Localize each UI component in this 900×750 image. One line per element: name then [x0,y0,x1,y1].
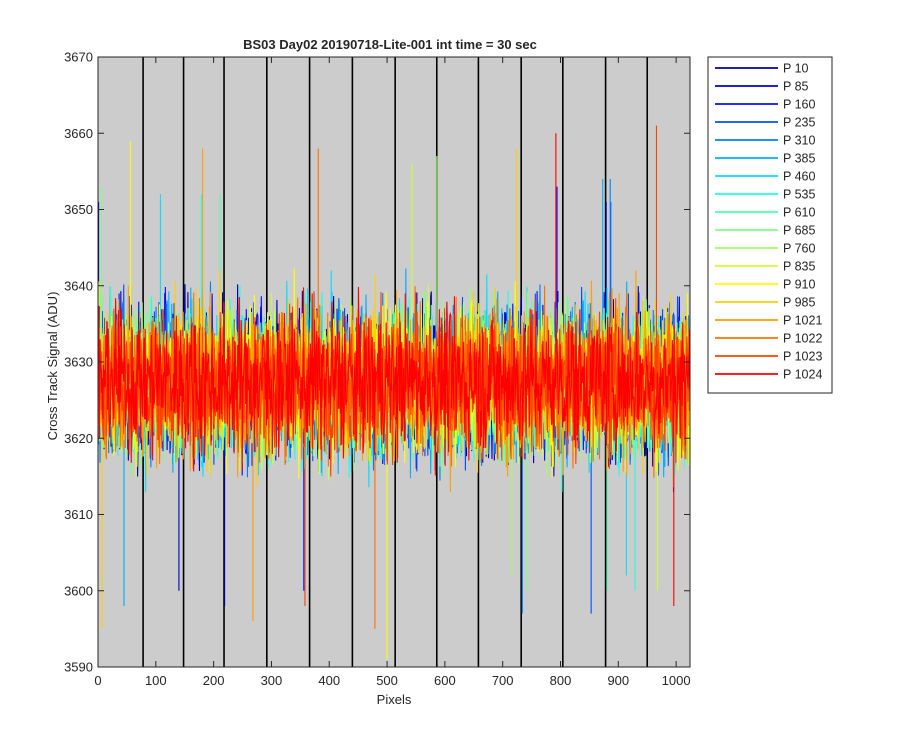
legend-item: P 985 [715,296,815,310]
legend-item: P 160 [715,98,815,112]
y-tick-label: 3660 [64,126,93,141]
legend: P 10 P 85 P 160 P 235 P 310 P 385 P 460 P 535 P … [707,56,833,394]
x-tick-label: 200 [203,673,225,688]
legend-item: P 235 [715,116,815,130]
chart-title: BS03 Day02 20190718-Lite-001 int time = … [243,37,537,52]
legend-label: P 460 [783,170,815,184]
legend-item: P 535 [715,188,815,202]
legend-label: P 685 [783,224,815,238]
legend-item: P 1023 [715,350,822,364]
legend-label: P 910 [783,278,815,292]
y-tick-label: 3590 [64,660,93,675]
x-tick-label: 500 [376,673,398,688]
x-tick-label: 300 [261,673,283,688]
x-tick-label: 400 [318,673,340,688]
legend-item: P 760 [715,242,815,256]
legend-label: P 1021 [783,314,822,328]
legend-label: P 1022 [783,332,822,346]
legend-item: P 685 [715,224,815,238]
series-spikes [304,125,658,606]
x-tick-label: 700 [492,673,514,688]
x-tick-label: 900 [607,673,629,688]
legend-label: P 835 [783,260,815,274]
legend-item: P 910 [715,278,815,292]
x-tick-label: 800 [550,673,572,688]
y-tick-label: 3620 [64,431,93,446]
plot-axes: 0 100 200 300 400 500 600 700 800 900 1000 3590 360… [64,50,691,689]
legend-item: P 835 [715,260,815,274]
y-tick-label: 3670 [64,50,93,65]
y-tick-label: 3610 [64,507,93,522]
legend-label: P 160 [783,98,815,112]
legend-label: P 310 [783,134,815,148]
legend-label: P 235 [783,116,815,130]
y-axis-ticks: 3590 3600 3610 3620 3630 3640 3650 3660 3670 [64,50,690,675]
y-tick-label: 3640 [64,278,93,293]
series-spikes [555,133,675,606]
x-tick-label: 600 [434,673,456,688]
y-tick-label: 3630 [64,355,93,370]
legend-item: P 85 [715,80,809,94]
legend-label: P 985 [783,296,815,310]
legend-item: P 460 [715,170,815,184]
legend-item: P 385 [715,152,815,166]
legend-item: P 310 [715,134,815,148]
legend-item: P 1021 [715,314,822,328]
legend-box [707,56,833,394]
y-tick-label: 3600 [64,583,93,598]
legend-item: P 10 [715,62,809,76]
legend-label: P 10 [783,62,809,76]
legend-label: P 1023 [783,350,822,364]
legend-label: P 385 [783,152,815,166]
legend-label: P 760 [783,242,815,256]
series-lines [97,125,691,660]
legend-label: P 1024 [783,368,822,382]
y-axis-label: Cross Track Signal (ADU) [45,292,60,441]
x-tick-label: 1000 [662,673,691,688]
legend-label: P 535 [783,188,815,202]
x-tick-label: 100 [145,673,167,688]
legend-label: P 85 [783,80,809,94]
legend-item: P 1022 [715,332,822,346]
x-tick-label: 0 [94,673,101,688]
x-axis-ticks: 0 100 200 300 400 500 600 700 800 900 1000 [94,57,691,688]
y-tick-label: 3650 [64,202,93,217]
series-line [97,287,691,476]
legend-item: P 610 [715,206,815,220]
x-axis-label: Pixels [377,692,412,707]
legend-label: P 610 [783,206,815,220]
legend-item: P 1024 [715,368,822,382]
